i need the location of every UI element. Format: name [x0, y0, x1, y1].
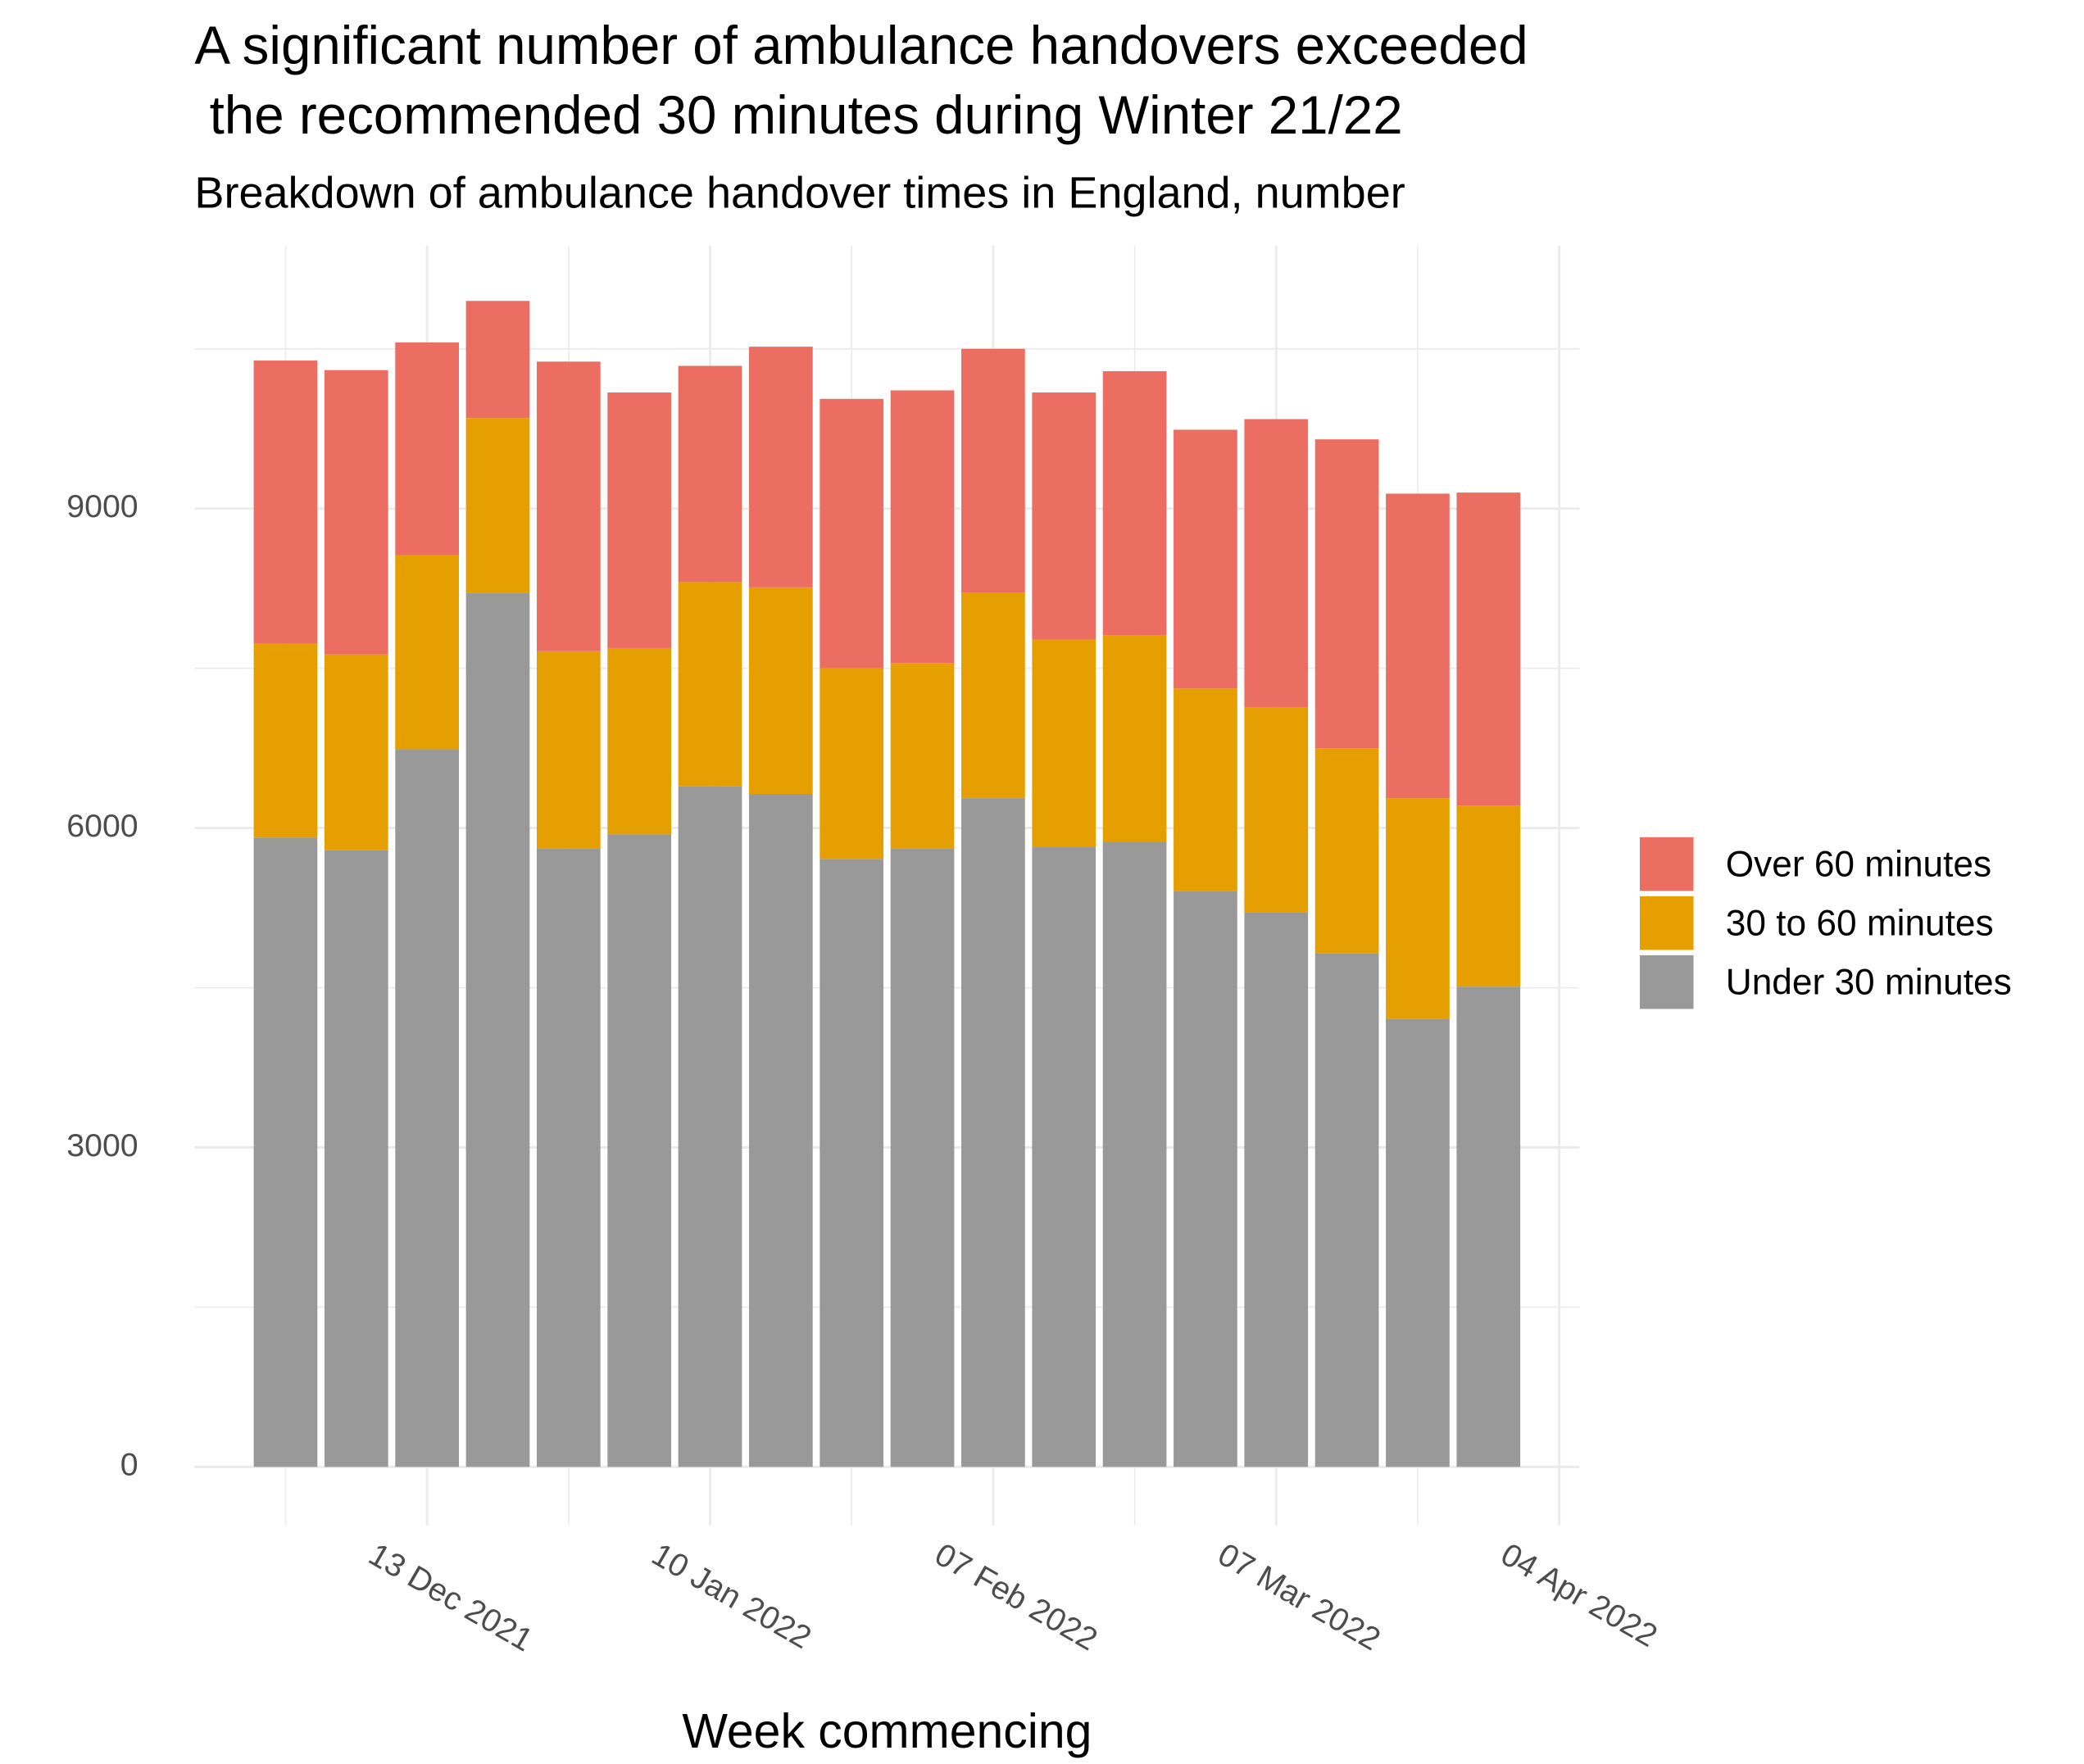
bar-segment — [890, 848, 955, 1467]
y-tick-label: 9000 — [66, 488, 138, 524]
legend-label: 30 to 60 minutes — [1726, 904, 1994, 944]
bar-segment — [961, 348, 1025, 593]
legend: Under 30 minutes 30 to 60 minutes Over 60 … — [1639, 837, 2012, 1009]
bar-segment — [324, 850, 388, 1467]
bar-segment — [465, 418, 530, 593]
bar-segment — [678, 582, 742, 787]
bar-segment — [253, 643, 318, 838]
legend-key — [1639, 837, 1694, 891]
y-tick-label: 3000 — [66, 1127, 138, 1163]
bar-segment — [1102, 841, 1167, 1467]
bar-segment — [1314, 439, 1379, 749]
bar-segment — [1244, 707, 1309, 913]
bar-segment — [395, 555, 459, 750]
bar-segment — [1102, 371, 1167, 636]
bar-segment — [395, 342, 459, 556]
bar-segment — [890, 663, 955, 849]
bar-segment — [678, 365, 742, 583]
chart-title: A significant number of ambulance handov… — [194, 16, 1528, 75]
x-axis-title: Week commencing — [682, 1705, 1092, 1758]
legend-key — [1639, 896, 1694, 950]
bar-segment — [1456, 986, 1521, 1467]
bar-segment — [1032, 846, 1096, 1467]
bar-segment — [465, 301, 530, 419]
bar-segment — [1386, 493, 1450, 799]
y-tick-label: 6000 — [66, 808, 138, 844]
bar-segment — [1032, 392, 1096, 640]
bar-segment — [607, 392, 672, 648]
legend-label: Over 60 minutes — [1726, 845, 1991, 885]
legend-key — [1639, 955, 1694, 1009]
chart-subtitle: Breakdown of ambulance handover times in… — [194, 168, 1405, 217]
bar-segment — [890, 390, 955, 664]
y-tick-label: 0 — [120, 1447, 138, 1483]
bar-segment — [253, 837, 318, 1467]
chart-title: the recommended 30 minutes during Winter… — [194, 85, 1402, 145]
bar-segment — [1244, 912, 1309, 1467]
bar-segment — [1314, 748, 1379, 954]
bar-segment — [607, 834, 672, 1467]
bar-segment — [324, 654, 388, 850]
bar-segment — [820, 398, 884, 669]
bar-segment — [749, 587, 813, 794]
bar-segment — [1244, 419, 1309, 708]
bar-segment — [749, 347, 813, 587]
bar-segment — [1174, 891, 1237, 1467]
bar-segment — [1314, 953, 1379, 1467]
bars — [253, 301, 1521, 1467]
bar-segment — [1174, 688, 1237, 891]
bar-segment — [678, 786, 742, 1467]
bar-segment — [607, 647, 672, 835]
bar-segment — [1174, 429, 1237, 689]
bar-segment — [324, 370, 388, 655]
bar-segment — [1102, 635, 1167, 842]
bar-segment — [820, 668, 884, 859]
bar-segment — [1456, 492, 1521, 806]
bar-segment — [1386, 798, 1450, 1019]
bar-segment — [749, 793, 813, 1467]
bar-segment — [1456, 805, 1521, 987]
bar-segment — [536, 651, 601, 849]
bar-segment — [961, 798, 1025, 1467]
bar-segment — [1032, 639, 1096, 847]
bar-segment — [961, 592, 1025, 799]
bar-segment — [395, 749, 459, 1467]
bar-segment — [1386, 1018, 1450, 1467]
bar-segment — [820, 859, 884, 1467]
bar-segment — [536, 361, 601, 651]
legend-label: Under 30 minutes — [1726, 963, 2012, 1003]
bar-segment — [536, 848, 601, 1467]
bar-segment — [253, 361, 318, 644]
bar-segment — [465, 592, 530, 1467]
